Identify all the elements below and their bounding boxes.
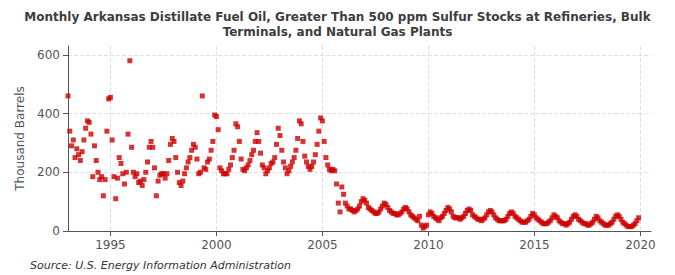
svg-text:2015: 2015 [519,238,550,252]
svg-text:Monthly Arkansas Distillate Fu: Monthly Arkansas Distillate Fuel Oil, Gr… [24,10,651,24]
svg-text:2005: 2005 [307,238,338,252]
svg-text:Thousand Barrels: Thousand Barrels [13,86,27,191]
svg-text:0: 0 [52,224,60,238]
svg-text:2020: 2020 [625,238,656,252]
svg-text:Terminals, and Natural Gas Pla: Terminals, and Natural Gas Plants [223,25,453,39]
svg-text:600: 600 [37,48,60,62]
svg-text:Source: U.S. Energy Informatio: Source: U.S. Energy Information Administ… [30,259,291,272]
svg-text:400: 400 [37,107,60,121]
svg-text:2000: 2000 [201,238,232,252]
svg-text:2010: 2010 [413,238,444,252]
svg-text:1995: 1995 [95,238,126,252]
svg-text:200: 200 [37,165,60,179]
